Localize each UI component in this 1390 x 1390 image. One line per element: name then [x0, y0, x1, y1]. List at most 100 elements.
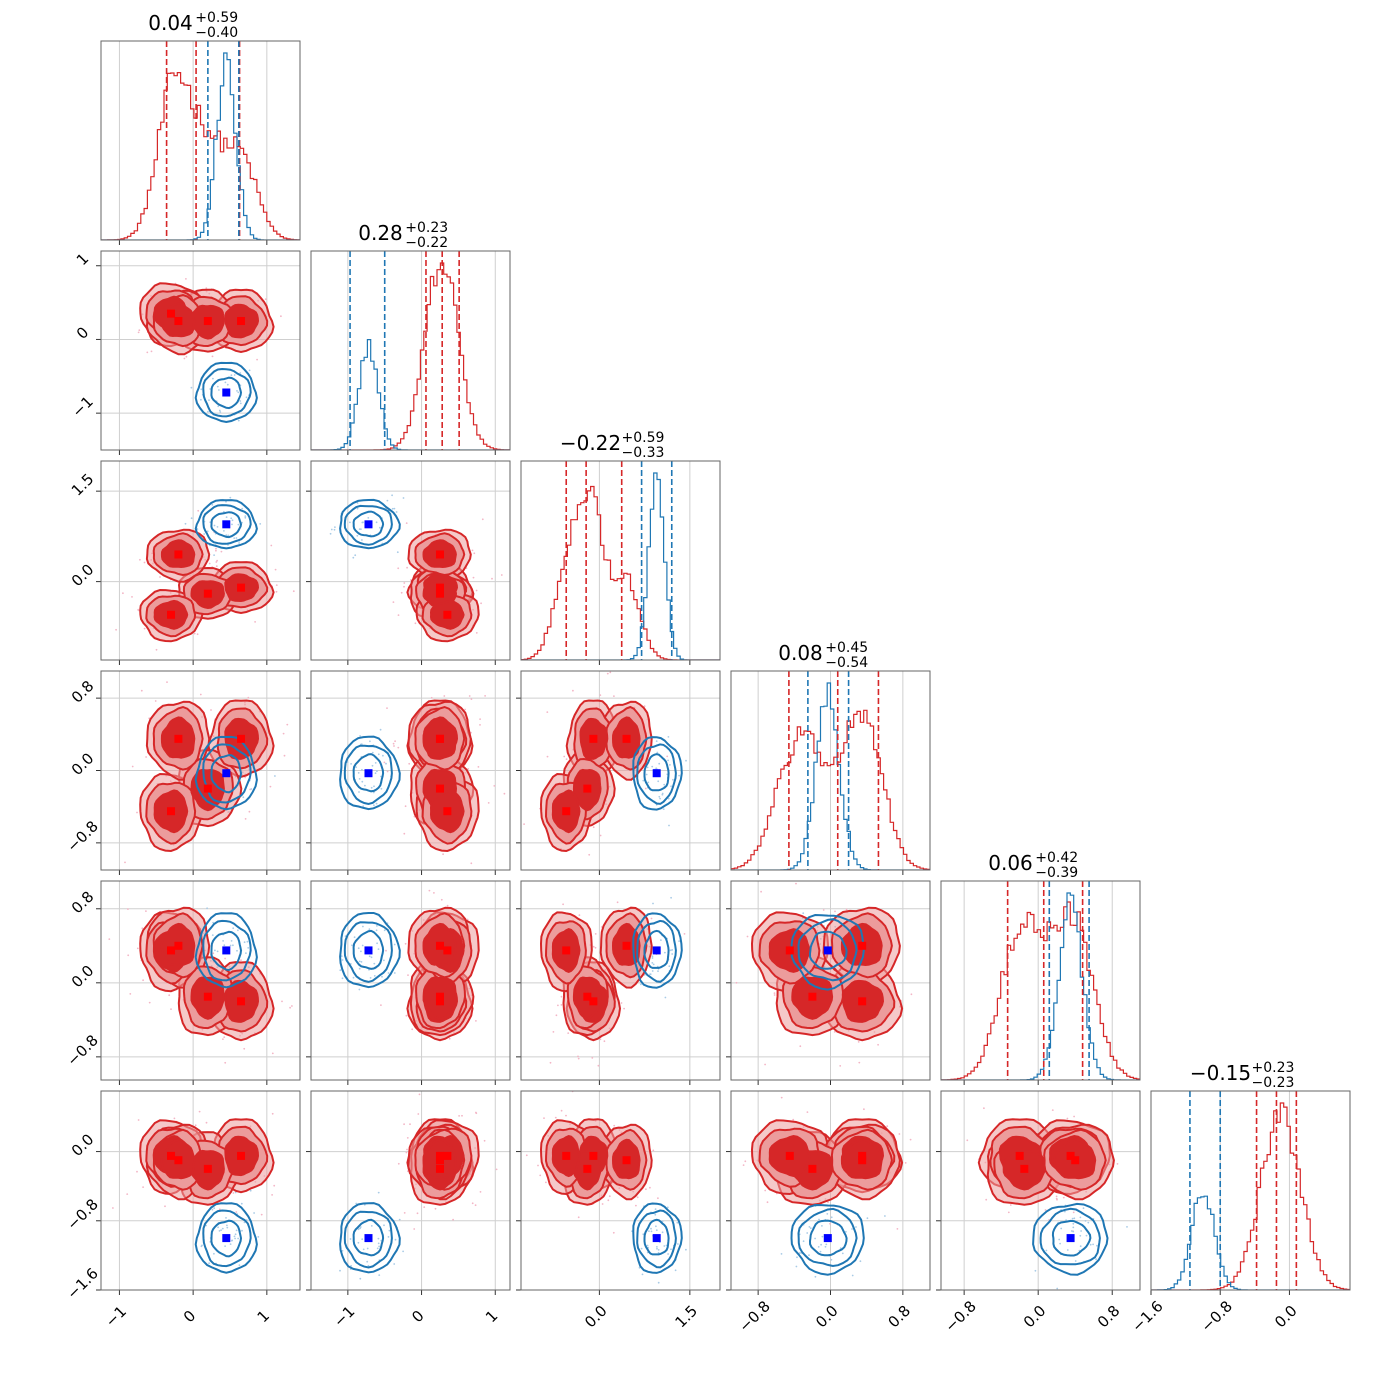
sample-point: [594, 933, 597, 935]
y-tick-label: −1.6: [63, 1264, 101, 1302]
sample-point: [206, 530, 209, 533]
sample-point: [818, 1218, 820, 1221]
sample-point: [667, 736, 670, 738]
sample-point: [377, 1237, 380, 1240]
sample-point: [599, 834, 602, 837]
sample-point: [200, 398, 202, 401]
sample-point: [229, 944, 232, 947]
sample-point: [760, 890, 762, 893]
sample-point: [185, 355, 188, 358]
panel-content: [731, 881, 930, 1080]
sample-point: [357, 1228, 360, 1231]
sample-point: [122, 592, 124, 595]
sample-point: [487, 802, 490, 804]
sample-point: [1085, 1234, 1088, 1237]
sample-point: [233, 1235, 236, 1238]
sample-point: [646, 766, 649, 769]
sample-point: [200, 388, 203, 391]
density-contour-blue: [636, 1209, 677, 1269]
sample-point: [356, 502, 359, 504]
red-mode-marker: [785, 1151, 794, 1160]
sample-point: [244, 818, 247, 820]
sample-point: [373, 785, 375, 788]
sample-point: [1056, 1198, 1058, 1201]
sample-point: [369, 740, 371, 743]
sample-point: [594, 946, 597, 949]
sample-point: [826, 1213, 829, 1215]
sample-point: [397, 567, 400, 570]
sample-point: [985, 1198, 988, 1201]
sample-point: [230, 940, 233, 942]
sample-point: [141, 927, 144, 930]
red-mode-marker: [167, 309, 176, 318]
sample-point: [397, 614, 400, 616]
red-mode-marker: [435, 997, 444, 1006]
title-plus: +0.59: [195, 10, 238, 26]
density-contour-blue: [1039, 1207, 1101, 1266]
density-contour-blue: [343, 504, 393, 546]
panel-content: [101, 251, 300, 450]
sample-point: [669, 949, 672, 952]
sample-point: [649, 1186, 651, 1189]
x-tick-label: 0: [180, 1307, 199, 1326]
title-value: 0.06: [988, 851, 1033, 875]
title-plus: +0.59: [622, 430, 665, 446]
sample-point: [577, 1055, 579, 1058]
sample-point: [655, 1225, 657, 1228]
density-contour-blue: [194, 912, 258, 989]
sample-point: [657, 780, 660, 783]
sample-point: [236, 949, 238, 952]
sample-point: [146, 351, 149, 354]
sample-point: [795, 1265, 798, 1268]
red-mode-marker: [435, 784, 444, 793]
sample-point: [746, 935, 749, 938]
sample-point: [375, 802, 378, 805]
sample-point: [403, 832, 406, 835]
sample-point: [466, 918, 469, 921]
sample-point: [1007, 1211, 1010, 1214]
panel-content: [731, 671, 930, 870]
sample-point: [546, 755, 549, 758]
blue-mode-marker: [364, 769, 373, 778]
panel-frame: [520, 460, 721, 661]
sample-point: [904, 1162, 907, 1164]
red-mode-marker: [562, 807, 571, 816]
sample-point: [500, 574, 503, 576]
sample-point: [616, 901, 619, 904]
sample-point: [360, 961, 363, 963]
sample-point: [233, 374, 236, 376]
sample-point: [244, 776, 247, 779]
panel-content: [521, 1091, 720, 1290]
sample-point: [661, 1231, 664, 1234]
sample-point: [841, 1252, 844, 1255]
sample-point: [224, 957, 227, 960]
sample-point: [216, 385, 219, 388]
sample-point: [1073, 1217, 1076, 1220]
sample-point: [231, 523, 233, 526]
sample-point: [219, 411, 222, 413]
sample-point: [405, 1014, 408, 1017]
sample-point: [237, 523, 240, 526]
sample-point: [966, 1139, 969, 1142]
sample-point: [377, 1191, 380, 1194]
sample-point: [359, 1277, 362, 1280]
sample-point: [416, 1212, 419, 1215]
density-contour-blue: [352, 510, 385, 538]
density-contour-blue: [210, 754, 243, 794]
x-tick-label: 0.0: [1271, 1302, 1301, 1332]
sample-point: [208, 1262, 211, 1265]
sample-point: [271, 1112, 274, 1115]
panel-content: [311, 461, 510, 660]
sample-point: [839, 1065, 842, 1067]
sample-point: [154, 700, 157, 702]
density-contour-blue: [194, 1202, 258, 1274]
sample-point: [855, 1226, 857, 1228]
sample-point: [658, 762, 661, 765]
sample-point: [376, 925, 378, 927]
sample-point: [592, 945, 595, 948]
sample-point: [207, 410, 209, 413]
sample-point: [645, 1188, 647, 1191]
sample-point: [1066, 1249, 1069, 1251]
panel-content: [521, 461, 720, 660]
sample-point: [242, 796, 245, 799]
